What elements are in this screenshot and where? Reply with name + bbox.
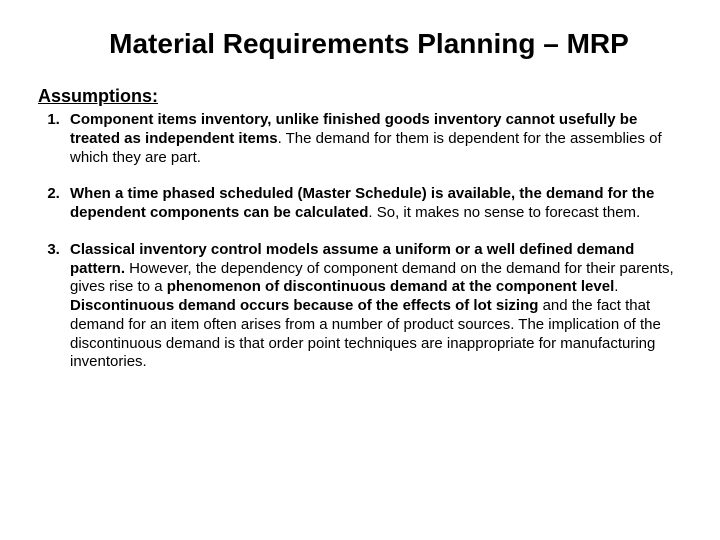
list-item: Classical inventory control models assum…: [64, 241, 682, 372]
slide: Material Requirements Planning – MRP Ass…: [0, 0, 720, 540]
assumption-bold: phenomenon of discontinuous demand at th…: [167, 278, 615, 295]
list-item: When a time phased scheduled (Master Sch…: [64, 185, 682, 223]
assumptions-heading: Assumptions:: [38, 86, 682, 107]
page-title: Material Requirements Planning – MRP: [38, 28, 682, 60]
assumption-text: .: [614, 278, 618, 295]
assumptions-list: Component items inventory, unlike finish…: [38, 111, 682, 372]
assumption-text: . So, it makes no sense to forecast them…: [368, 204, 640, 221]
assumption-bold: Discontinuous demand occurs because of t…: [70, 297, 538, 314]
list-item: Component items inventory, unlike finish…: [64, 111, 682, 167]
